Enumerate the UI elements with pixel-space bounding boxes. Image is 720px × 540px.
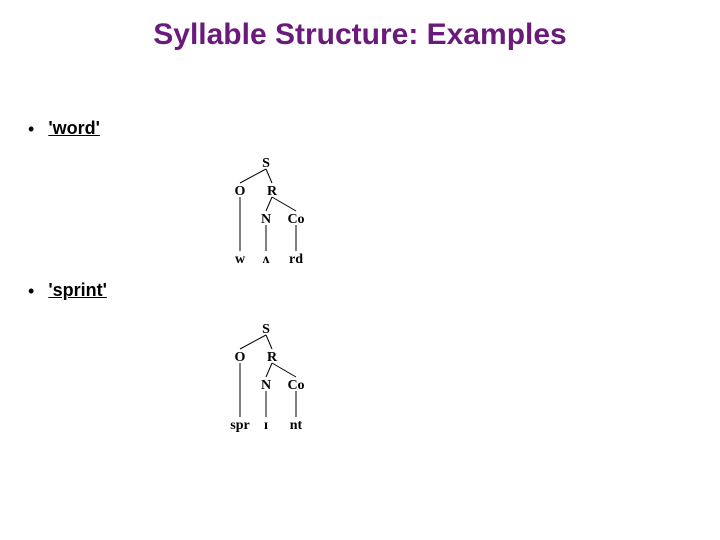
bullet-item: • 'word'	[28, 118, 100, 139]
tree-node-label: rd	[289, 252, 303, 267]
tree-node-label: S	[262, 156, 270, 171]
tree-node-label: ɪ	[264, 418, 268, 433]
page-title: Syllable Structure: Examples	[0, 0, 720, 52]
tree-node-label: S	[262, 322, 270, 337]
bullet-label: 'word'	[48, 118, 100, 138]
syllable-tree: S O RN Co sprɪ nt	[216, 320, 326, 435]
tree-node-label: N	[261, 212, 271, 227]
tree-node-label: w	[235, 252, 246, 267]
bullet-label: 'sprint'	[48, 280, 107, 300]
bullet-dot-icon: •	[28, 282, 34, 300]
tree-node-label: spr	[230, 418, 249, 433]
tree-node-label: R	[267, 184, 278, 199]
bullet-dot-icon: •	[28, 120, 34, 138]
tree-node-label: R	[267, 350, 278, 365]
tree-node-label: O	[235, 350, 246, 365]
tree-node-label: O	[235, 184, 246, 199]
tree-node-label: N	[261, 378, 271, 393]
tree-node-label: Co	[287, 212, 304, 227]
bullet-item: • 'sprint'	[28, 280, 107, 301]
tree-node-label: ᴧ	[262, 252, 270, 267]
syllable-tree: S O RN Co w ᴧ rd	[216, 154, 326, 269]
tree-node-label: Co	[287, 378, 304, 393]
tree-node-label: nt	[290, 418, 303, 433]
